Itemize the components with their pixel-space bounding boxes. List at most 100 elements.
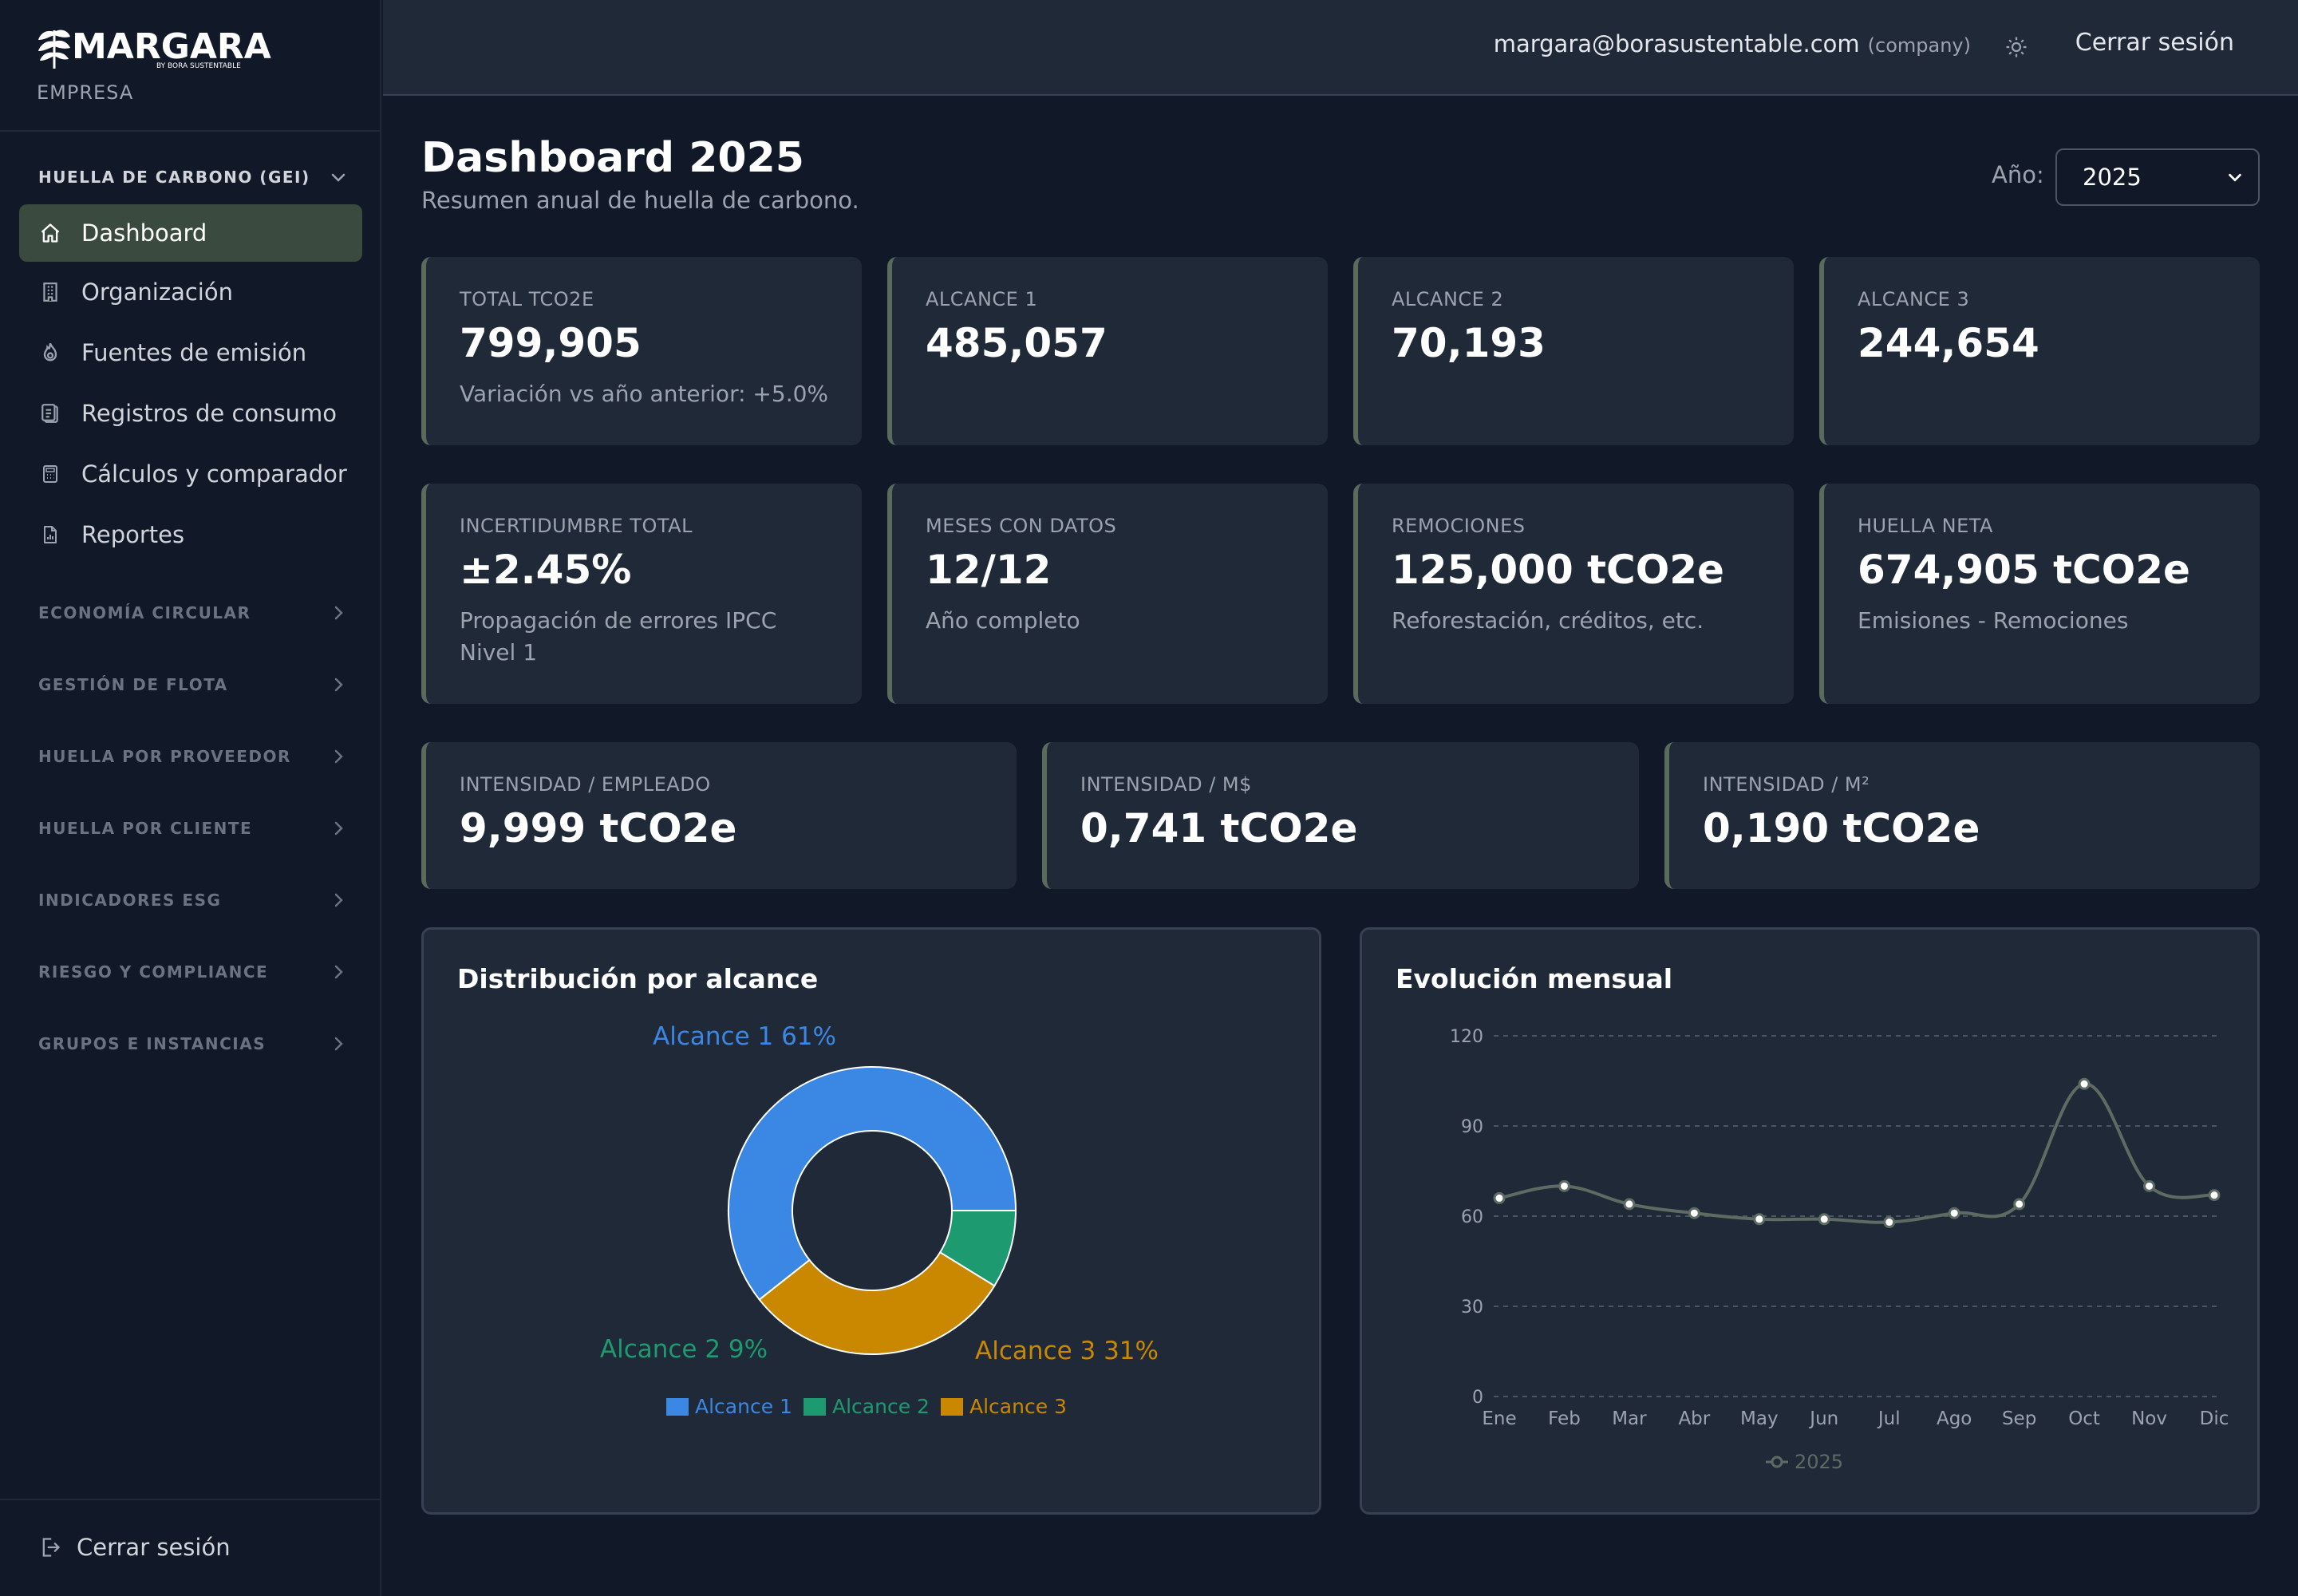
theme-toggle-sun-icon[interactable] [2004,35,2028,59]
donut-slice-1[interactable] [728,1066,1017,1301]
kpi-label: TOTAL TCO2E [460,288,594,310]
chevron-right-icon [327,817,349,839]
x-tick-label: Oct [2068,1408,2100,1429]
logout-icon [38,1535,62,1559]
section-riesgo-compliance[interactable]: RIESGO Y COMPLIANCE [38,956,349,988]
legend-label[interactable]: Alcance 1 [695,1395,792,1418]
panel-evolucion: Evolución mensual 0 30 60 90 120 Ene Feb Mar Abr… [1360,927,2260,1515]
legend-label[interactable]: Alcance 2 [832,1395,930,1418]
kpi-card-intensidad-m2: INTENSIDAD / M² 0,190 tCO2e [1664,742,2260,889]
kpi-label: INCERTIDUMBRE TOTAL [460,515,693,537]
x-tick-label: Feb [1548,1408,1581,1429]
data-point[interactable] [1623,1198,1636,1211]
x-tick-label: Jul [1877,1408,1901,1429]
kpi-value: 125,000 tCO2e [1392,547,1724,593]
section-label: GESTIÓN DE FLOTA [38,675,228,694]
legend-label[interactable]: 2025 [1795,1451,1843,1473]
sidebar-item-registros-consumo[interactable]: Registros de consumo [19,385,362,442]
donut-chart: Alcance 1 61% Alcance 2 9% Alcance 3 31% Al… [600,1022,1159,1418]
kpi-card-alcance-1: ALCANCE 1 485,057 [887,257,1328,445]
sidebar-divider [0,1499,381,1500]
topbar: margara@borasustentable.com (company) Cer… [383,0,2298,96]
section-label: HUELLA POR CLIENTE [38,819,253,838]
data-point[interactable] [1493,1191,1506,1204]
section-label: HUELLA POR PROVEEDOR [38,747,291,766]
data-point[interactable] [1558,1179,1570,1192]
page-subtitle: Resumen anual de huella de carbono. [421,187,859,214]
kpi-value: 799,905 [460,320,642,366]
section-grupos-instancias[interactable]: GRUPOS E INSTANCIAS [38,1028,349,1060]
kpi-card-total: TOTAL TCO2E 799,905 Variación vs año ant… [421,257,862,445]
data-point[interactable] [1818,1213,1830,1226]
legend-swatch [941,1398,963,1416]
sidebar-item-dashboard[interactable]: Dashboard [19,204,362,262]
section-label: RIESGO Y COMPLIANCE [38,962,269,982]
kpi-card-intensidad-mdolar: INTENSIDAD / M$ 0,741 tCO2e [1042,742,1639,889]
kpi-label: ALCANCE 2 [1392,288,1504,310]
kpi-card-alcance-2: ALCANCE 2 70,193 [1353,257,1794,445]
sidebar-divider [0,130,381,132]
building-icon [38,280,62,304]
kpi-value: 0,190 tCO2e [1703,805,1980,851]
line-chart: 0 30 60 90 120 Ene Feb Mar Abr May Jun Jul Ago Sep Oct… [1450,1027,2229,1473]
kpi-value: 674,905 tCO2e [1858,547,2190,593]
kpi-label: ALCANCE 3 [1858,288,1970,310]
sidebar-item-calculos[interactable]: Cálculos y comparador [19,445,362,503]
x-tick-label: Dic [2200,1408,2229,1429]
y-tick-label: 60 [1461,1207,1483,1227]
sidebar-item-label: Fuentes de emisión [81,339,307,366]
sidebar-item-reportes[interactable]: Reportes [19,506,362,563]
section-economia-circular[interactable]: ECONOMÍA CIRCULAR [38,597,349,629]
y-tick-label: 120 [1450,1027,1483,1047]
kpi-label: REMOCIONES [1392,515,1526,537]
kpi-value: 9,999 tCO2e [460,805,737,851]
brand-logo[interactable]: MARGARA BY BORA SUSTENTABLE EMPRESA [37,24,271,105]
kpi-note: Reforestación, créditos, etc. [1392,607,1704,634]
kpi-card-meses: MESES CON DATOS 12/12 Año completo [887,484,1328,704]
section-huella-cliente[interactable]: HUELLA POR CLIENTE [38,812,349,844]
section-indicadores-esg[interactable]: INDICADORES ESG [38,884,349,916]
data-point[interactable] [1688,1207,1700,1219]
topbar-logout-button[interactable]: Cerrar sesión [2075,29,2234,57]
kpi-label: INTENSIDAD / M$ [1080,773,1252,796]
sidebar-item-label: Registros de consumo [81,400,338,427]
donut-slice-3[interactable] [758,1251,996,1355]
data-point[interactable] [2208,1189,2221,1202]
sidebar-item-label: Dashboard [81,219,207,247]
series-line-2025 [1498,1082,2215,1224]
data-point[interactable] [1753,1213,1766,1226]
sidebar-item-fuentes-emision[interactable]: Fuentes de emisión [19,324,362,381]
legend-marker [1771,1456,1783,1468]
year-select[interactable]: 2025 [2055,148,2260,206]
sidebar-item-label: Cálculos y comparador [81,460,347,488]
sidebar-logout-button[interactable]: Cerrar sesión [38,1527,231,1567]
section-huella-carbono[interactable]: HUELLA DE CARBONO (GEI) [38,161,349,193]
donut-data-label: Alcance 1 61% [653,1022,836,1051]
sidebar-item-label: Reportes [81,521,185,548]
kpi-note: Año completo [926,607,1080,634]
data-point[interactable] [2143,1179,2156,1192]
data-point[interactable] [2078,1077,2091,1090]
kpi-value: 244,654 [1858,320,2039,366]
y-tick-label: 0 [1472,1388,1483,1408]
kpi-card-remociones: REMOCIONES 125,000 tCO2e Reforestación, … [1353,484,1794,704]
data-point[interactable] [2013,1198,2026,1211]
section-gestion-flota[interactable]: GESTIÓN DE FLOTA [38,669,349,701]
x-tick-label: Ene [1482,1408,1516,1429]
sidebar-item-label: Organización [81,279,233,306]
legend-swatch [804,1398,826,1416]
user-role: (company) [1867,34,1971,57]
data-point[interactable] [1883,1216,1896,1229]
sidebar-logout-label: Cerrar sesión [77,1534,231,1561]
kpi-value: 70,193 [1392,320,1546,366]
legend-label[interactable]: Alcance 3 [969,1395,1067,1418]
chevron-right-icon [327,961,349,983]
chevron-down-icon [327,166,349,188]
section-huella-proveedor[interactable]: HUELLA POR PROVEEDOR [38,741,349,772]
x-tick-label: Nov [2131,1408,2167,1429]
y-tick-label: 90 [1461,1117,1483,1137]
sidebar-item-organizacion[interactable]: Organización [19,263,362,321]
kpi-label: INTENSIDAD / EMPLEADO [460,773,711,796]
data-point[interactable] [1948,1207,1960,1219]
donut-data-label: Alcance 2 9% [600,1335,768,1364]
